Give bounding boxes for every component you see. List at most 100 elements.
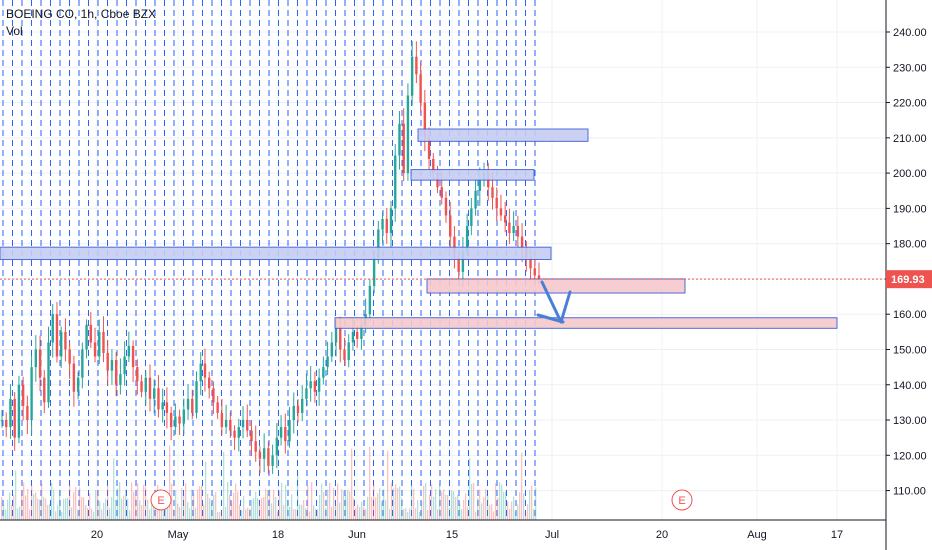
volume-bar <box>3 504 5 520</box>
volume-bar <box>437 509 439 520</box>
price-tick-label: 220.00 <box>893 98 927 110</box>
volume-bar <box>223 451 225 520</box>
candle-body <box>5 420 8 428</box>
volume-bar <box>395 484 397 520</box>
candle-body <box>368 285 372 315</box>
volume-bar <box>299 504 301 520</box>
volume-bar <box>533 508 535 520</box>
volume-bar <box>349 491 351 520</box>
earnings-marker-label: E <box>157 495 164 507</box>
volume-bar <box>207 493 209 520</box>
volume-bar <box>503 491 505 520</box>
time-tick-label: 15 <box>446 529 458 541</box>
symbol-title[interactable]: BOEING CO, 1h, Cboe BZX <box>6 7 157 21</box>
volume-bar <box>465 493 467 520</box>
volume-bar <box>325 508 327 520</box>
volume-bar <box>355 507 357 520</box>
candle-body <box>144 377 147 392</box>
volume-bar <box>145 487 147 520</box>
volume-bar <box>333 488 335 520</box>
volume-bar <box>101 509 103 520</box>
volume-bar <box>419 511 421 520</box>
volume-bar <box>117 488 119 520</box>
candle-body <box>127 345 131 357</box>
volume-bar <box>383 489 385 520</box>
price-tick-label: 190.00 <box>893 203 927 215</box>
volume-bar <box>295 509 297 520</box>
volume-bar <box>199 486 201 520</box>
volume-bar <box>103 502 105 520</box>
candle-body <box>212 388 215 403</box>
candle-body <box>284 427 287 442</box>
candle-body <box>30 367 33 421</box>
volume-bar <box>337 483 339 520</box>
price-tick-label: 230.00 <box>893 62 927 74</box>
volume-bar <box>531 485 533 520</box>
volume-bar <box>179 507 181 520</box>
candle-body <box>440 187 443 198</box>
support-zone <box>426 278 686 294</box>
price-tick-label: 140.00 <box>893 380 927 392</box>
volume-label[interactable]: Vol <box>6 24 23 38</box>
time-tick-label: 20 <box>656 529 668 541</box>
candle-body <box>410 56 414 96</box>
earnings-marker <box>150 489 172 511</box>
volume-bar <box>323 492 325 520</box>
volume-bar <box>153 502 155 520</box>
candle-body <box>51 314 54 343</box>
candle-body <box>250 430 253 442</box>
volume-bar <box>517 504 519 520</box>
candle-body <box>512 226 515 234</box>
projection-arrow-head <box>536 313 565 324</box>
volume-bar <box>21 491 23 520</box>
volume-bar <box>87 507 89 520</box>
volume-bar <box>67 497 69 520</box>
volume-bar <box>41 483 43 520</box>
volume-bar <box>351 448 353 520</box>
volume-bar <box>277 511 279 520</box>
volume-bar <box>289 506 291 520</box>
candle-body <box>465 226 469 251</box>
volume-bar <box>293 509 295 520</box>
volume-bar <box>15 470 17 520</box>
volume-bar <box>473 482 475 520</box>
candle-body <box>288 420 291 442</box>
volume-bar <box>227 482 229 520</box>
volume-bar <box>471 484 473 520</box>
volume-bar <box>369 446 371 520</box>
time-tick-label: Jun <box>348 529 366 541</box>
candle-body <box>241 420 245 428</box>
time-tick-label: 18 <box>272 529 284 541</box>
volume-bar <box>513 496 515 520</box>
current-price-badge <box>886 270 932 289</box>
candle-body <box>381 218 384 230</box>
volume-bar <box>477 497 479 520</box>
volume-bar <box>479 489 481 520</box>
volume-bar <box>497 497 499 520</box>
candle-body <box>275 437 279 456</box>
candle-body <box>385 218 388 234</box>
candle-body <box>309 381 312 389</box>
price-tick-label: 180.00 <box>893 239 927 251</box>
volume-bar <box>469 457 471 520</box>
candle-body <box>313 381 317 392</box>
candle-body <box>398 123 401 156</box>
candle-body <box>520 236 524 248</box>
candle-body <box>131 345 135 368</box>
candle-body <box>55 314 59 357</box>
volume-bar <box>371 496 373 520</box>
volume-bar <box>169 445 171 520</box>
candle-body <box>347 342 350 361</box>
candle-body <box>334 328 338 343</box>
volume-bar <box>385 500 387 520</box>
volume-bar <box>97 490 99 520</box>
volume-bar <box>519 492 521 520</box>
volume-bar <box>525 511 527 520</box>
volume-bar <box>263 497 265 520</box>
volume-bar <box>409 508 411 520</box>
volume-bar <box>245 509 247 520</box>
volume-bar <box>407 511 409 520</box>
volume-bar <box>447 494 449 520</box>
candle-body <box>229 420 232 431</box>
